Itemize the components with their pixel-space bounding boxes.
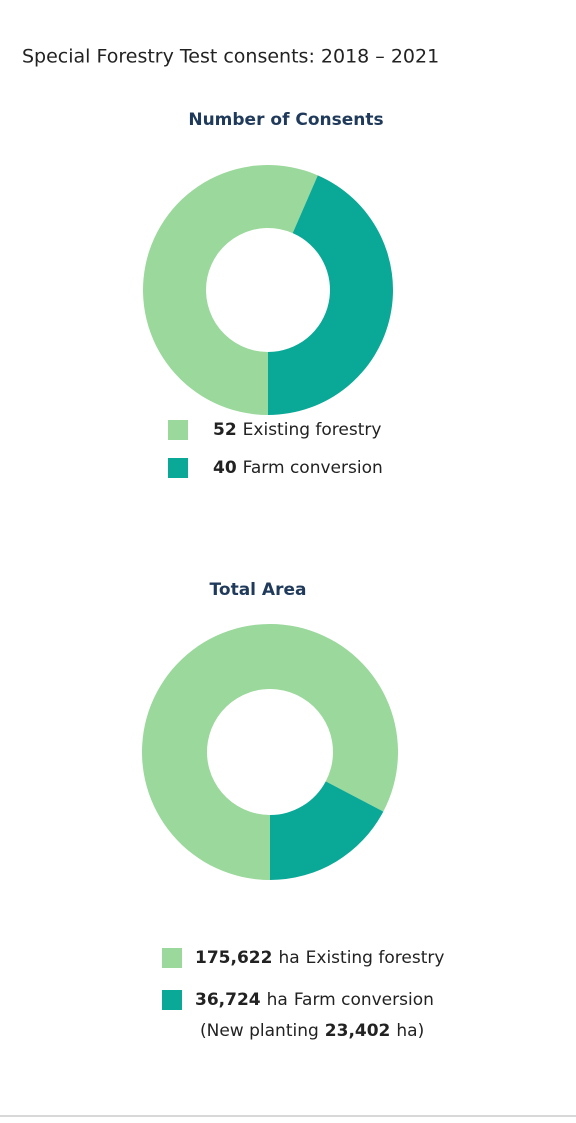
legend-note: (New planting 23,402 ha) (200, 1021, 424, 1041)
legend-swatch (168, 420, 188, 440)
note-unit: ha) (396, 1021, 424, 1041)
legend-label: Existing forestry (306, 948, 445, 968)
page-title: Special Forestry Test consents: 2018 – 2… (22, 46, 439, 68)
note-text: (New planting (200, 1021, 319, 1041)
donut-segment (268, 175, 394, 415)
legend-value: 175,622 (195, 948, 272, 968)
legend-value: 36,724 (195, 990, 261, 1010)
legend-unit: ha (267, 990, 288, 1010)
donut-segment (270, 781, 384, 880)
legend-swatch (162, 990, 182, 1010)
legend-swatch (168, 458, 188, 478)
legend-swatch (162, 948, 182, 968)
legend-entry: 40 Farm conversion (213, 458, 383, 478)
note-value: 23,402 (325, 1021, 391, 1041)
legend-label: Farm conversion (243, 458, 383, 478)
donut-segment (143, 165, 318, 415)
chart-subtitle: Total Area (210, 580, 307, 600)
legend-entry: 175,622 ha Existing forestry (195, 948, 444, 968)
donut-segment (142, 624, 399, 880)
chart-subtitle: Number of Consents (188, 110, 383, 130)
legend-value: 40 (213, 458, 237, 478)
legend-label: Existing forestry (243, 420, 382, 440)
legend-unit: ha (278, 948, 299, 968)
legend-label: Farm conversion (294, 990, 434, 1010)
legend-value: 52 (213, 420, 237, 440)
legend-entry: 52 Existing forestry (213, 420, 381, 440)
legend-entry: 36,724 ha Farm conversion (195, 990, 434, 1010)
